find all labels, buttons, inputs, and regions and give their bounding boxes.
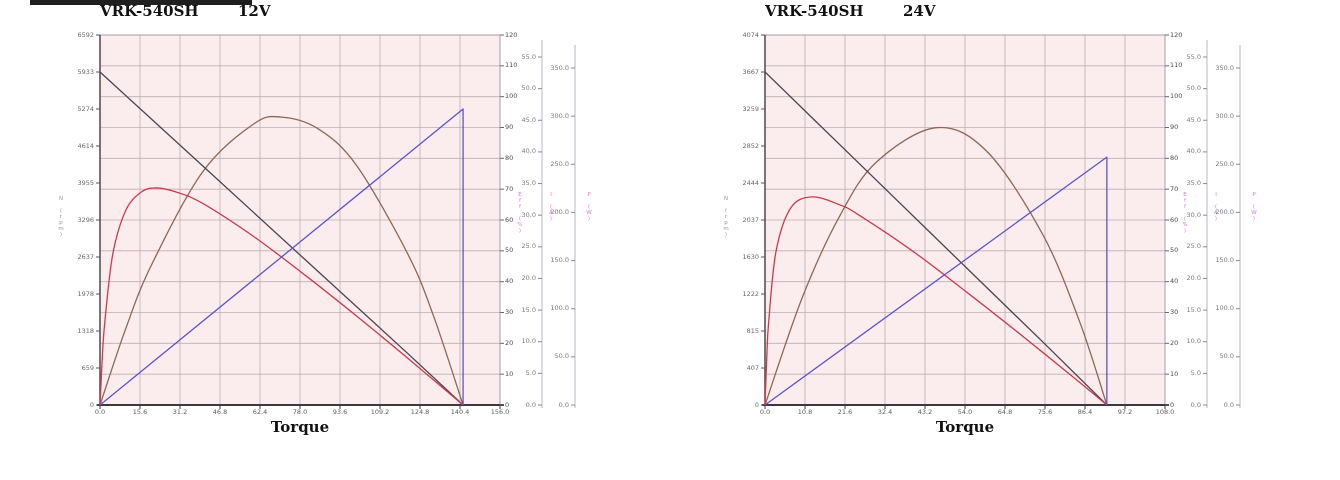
curve-p xyxy=(99,115,464,406)
chart-24v: VRK-540SH 24V 0.0 10.8 21.6 32.4 43.2 54.0 64.… xyxy=(665,0,1335,450)
curve-i xyxy=(99,108,464,406)
plot-area-24v: 0.0 10.8 21.6 32.4 43.2 54.0 64.8 75.6 86.4 97.2 1… xyxy=(665,0,1335,450)
curve-p xyxy=(764,126,1108,406)
curve-n xyxy=(99,71,464,406)
curve-n xyxy=(764,71,1108,406)
chart-canvas xyxy=(96,34,576,409)
chart-voltage-title: 24V xyxy=(903,2,936,20)
chart-model-title: VRK-540SH xyxy=(100,2,199,20)
chart-canvas xyxy=(761,34,1241,409)
x-axis-title: Torque xyxy=(935,418,995,436)
top-left-dark-bar xyxy=(30,0,252,5)
chart-model-title: VRK-540SH xyxy=(765,2,864,20)
x-axis-title: Torque xyxy=(270,418,330,436)
chart-12v: VRK-540SH 12V 0.0 15.6 31.2 46.8 62.4 78.0 93.… xyxy=(0,0,670,450)
curve-eff xyxy=(764,196,1108,406)
chart-24v-title: VRK-540SH 24V xyxy=(665,2,1335,20)
chart-voltage-title: 12V xyxy=(238,2,271,20)
curve-eff xyxy=(99,187,464,406)
chart-12v-title: VRK-540SH 12V xyxy=(0,2,670,20)
plot-area-12v: 0.0 15.6 31.2 46.8 62.4 78.0 93.6 109.2 124.8 140… xyxy=(0,0,670,450)
curve-i xyxy=(764,156,1108,406)
